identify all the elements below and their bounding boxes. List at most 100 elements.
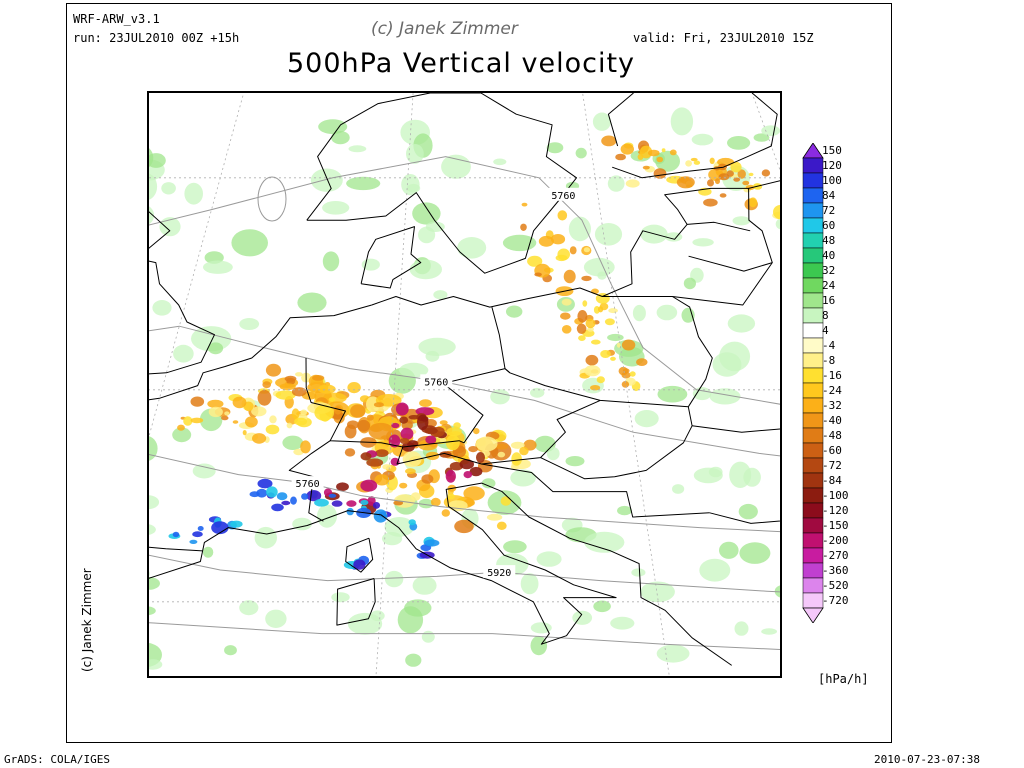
ascent-patch bbox=[322, 251, 340, 272]
ascent-patch bbox=[617, 505, 632, 516]
ascent-patch bbox=[546, 142, 564, 154]
coastline-or-border bbox=[288, 440, 331, 522]
ascent-patch bbox=[656, 304, 678, 321]
colorbar-swatch bbox=[802, 322, 824, 339]
descent-patch bbox=[585, 318, 596, 329]
descent-patch bbox=[242, 430, 247, 436]
colorbar-swatch bbox=[802, 352, 824, 369]
strong-ascent-core bbox=[197, 526, 204, 531]
descent-patch bbox=[519, 446, 529, 456]
descent-patch bbox=[366, 414, 374, 421]
ascent-patch bbox=[202, 546, 214, 558]
descent-patch bbox=[251, 406, 267, 417]
colorbar-bottom-arrow bbox=[802, 607, 824, 624]
colorbar-unit: [hPa/h] bbox=[818, 672, 869, 686]
strong-descent-core bbox=[424, 427, 438, 435]
strong-ascent-core bbox=[314, 498, 329, 507]
colorbar-swatch bbox=[802, 532, 824, 549]
descent-patch bbox=[419, 399, 432, 407]
ascent-patch bbox=[729, 461, 752, 488]
strong-descent-core bbox=[459, 459, 474, 470]
colorbar-label: 72 bbox=[822, 203, 836, 217]
ascent-patch bbox=[503, 540, 527, 554]
ascent-patch bbox=[753, 133, 770, 142]
descent-patch bbox=[621, 381, 630, 388]
contour-label: 5760 bbox=[291, 476, 324, 490]
descent-patch bbox=[733, 177, 741, 182]
colorbar-label: -8 bbox=[822, 353, 836, 367]
strong-descent-core bbox=[360, 452, 372, 461]
ascent-patch bbox=[734, 621, 749, 636]
coastline-or-border bbox=[612, 93, 778, 179]
ascent-patch bbox=[418, 498, 434, 509]
coastline-or-border bbox=[481, 463, 710, 518]
descent-patch bbox=[709, 157, 715, 164]
descent-patch bbox=[496, 443, 508, 450]
colorbar-label: 120 bbox=[822, 158, 842, 172]
footer-right: 2010-07-23-07:38 bbox=[874, 753, 980, 766]
descent-patch bbox=[344, 448, 356, 457]
colorbar-label: -720 bbox=[822, 593, 849, 607]
descent-patch bbox=[402, 451, 422, 468]
ascent-patch bbox=[310, 168, 343, 192]
descent-patch bbox=[653, 168, 667, 179]
ascent-patch bbox=[418, 226, 436, 244]
ascent-patch bbox=[575, 147, 587, 159]
descent-patch bbox=[314, 404, 334, 421]
strong-descent-core bbox=[463, 471, 473, 479]
ascent-patch bbox=[149, 606, 156, 616]
colorbar-swatch bbox=[802, 502, 824, 519]
ascent-patch bbox=[346, 176, 381, 191]
strong-descent-core bbox=[476, 452, 485, 463]
descent-patch bbox=[520, 223, 527, 231]
coastline-or-border bbox=[345, 537, 374, 573]
descent-patch bbox=[656, 156, 664, 163]
ascent-patch bbox=[761, 628, 777, 635]
descent-patch bbox=[453, 422, 461, 429]
colorbar-label: 24 bbox=[822, 278, 836, 292]
colorbar-label: -84 bbox=[822, 473, 842, 487]
ascent-patch bbox=[318, 119, 348, 135]
descent-patch bbox=[291, 408, 300, 420]
ascent-patch bbox=[530, 622, 552, 634]
colorbar-swatch bbox=[802, 517, 824, 534]
descent-patch bbox=[560, 312, 571, 320]
colorbar-label: -120 bbox=[822, 503, 849, 517]
strong-ascent-core bbox=[328, 493, 337, 498]
colorbar-label: -32 bbox=[822, 398, 842, 412]
colorbar-swatch bbox=[802, 232, 824, 249]
descent-patch bbox=[534, 272, 542, 277]
ascent-patch bbox=[399, 362, 429, 378]
footer-left: GrADS: COLA/IGES bbox=[4, 753, 110, 766]
descent-patch bbox=[561, 325, 572, 334]
descent-patch bbox=[347, 420, 359, 430]
ascent-patch bbox=[433, 290, 448, 300]
descent-patch bbox=[347, 382, 361, 394]
descent-patch bbox=[382, 464, 392, 470]
descent-patch bbox=[608, 308, 618, 314]
colorbar-swatch bbox=[802, 562, 824, 579]
colorbar-swatch bbox=[802, 577, 824, 594]
svg-text:5920: 5920 bbox=[487, 568, 511, 579]
descent-patch bbox=[583, 247, 590, 253]
descent-patch bbox=[585, 354, 599, 366]
descent-patch bbox=[486, 513, 503, 521]
coastline-or-border bbox=[688, 255, 773, 272]
colorbar-label: 40 bbox=[822, 248, 836, 262]
strong-descent-core bbox=[445, 469, 456, 483]
header-copyright: (c) Janek Zimmer bbox=[371, 19, 518, 39]
ascent-patch bbox=[490, 389, 510, 405]
geopotential-low bbox=[257, 176, 287, 222]
ascent-patch bbox=[775, 218, 780, 230]
geopotential-contour bbox=[149, 453, 780, 533]
ascent-patch bbox=[159, 217, 181, 237]
descent-patch bbox=[430, 497, 441, 507]
coastline-or-border bbox=[336, 578, 376, 626]
ascent-patch bbox=[331, 592, 350, 603]
descent-patch bbox=[715, 178, 720, 185]
ascent-patch bbox=[670, 107, 694, 136]
ascent-patch bbox=[231, 229, 268, 257]
descent-patch bbox=[591, 339, 601, 345]
descent-patch bbox=[275, 390, 296, 400]
descent-patch bbox=[439, 437, 447, 443]
